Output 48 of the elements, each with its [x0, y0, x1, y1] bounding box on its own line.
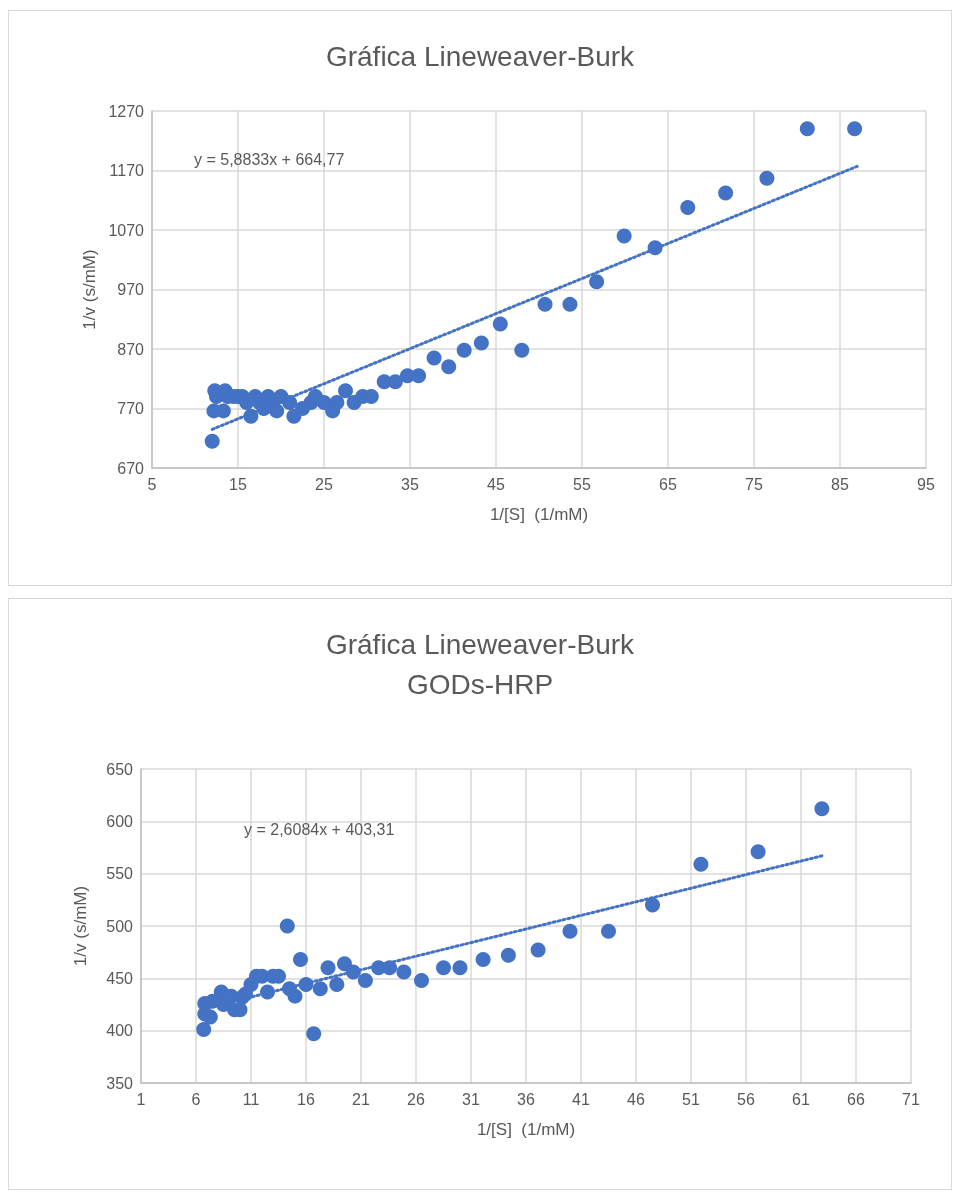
x-tick-label: 31 — [462, 1090, 480, 1108]
x-tick-label: 15 — [229, 475, 247, 493]
x-tick-label: 71 — [902, 1090, 920, 1108]
x-tick-label: 45 — [487, 475, 505, 493]
x-tick-label: 66 — [847, 1090, 865, 1108]
x-tick-label: 11 — [242, 1090, 260, 1108]
x-tick-label: 41 — [572, 1090, 590, 1108]
y-tick-label: 450 — [106, 969, 134, 987]
x-tick-label: 5 — [147, 475, 157, 493]
x-tick-label: 85 — [831, 475, 849, 493]
x-tick-label: 95 — [917, 475, 935, 493]
y-tick-label: 970 — [117, 281, 145, 298]
y-tick-label: 870 — [117, 340, 145, 358]
x-tick-label: 21 — [352, 1090, 370, 1108]
x-tick-label: 61 — [792, 1090, 810, 1108]
x-tick-label: 35 — [401, 475, 419, 493]
y-tick-label: 1170 — [109, 162, 145, 179]
y-tick-label: 770 — [117, 400, 145, 417]
y-tick-label: 350 — [106, 1074, 134, 1092]
x-tick-label: 1 — [136, 1090, 146, 1108]
x-tick-label: 6 — [191, 1090, 201, 1108]
y-axis-title: 1/v (s/mM) — [79, 249, 99, 330]
y-tick-label: 650 — [106, 760, 134, 778]
x-tick-label: 65 — [659, 475, 677, 493]
y-tick-label: 670 — [117, 459, 145, 477]
x-tick-label: 25 — [315, 475, 333, 493]
y-axis-title: 1/v (s/mM) — [71, 885, 90, 967]
y-tick-label: 1270 — [108, 102, 145, 120]
x-tick-label: 46 — [627, 1090, 645, 1108]
annotation: y = 5,8833x + 664,77 — [194, 150, 345, 168]
x-axis-title: 1/[S] (1/mM) — [489, 505, 589, 524]
y-tick-label: 500 — [106, 917, 134, 935]
x-tick-label: 51 — [682, 1090, 700, 1108]
x-tick-label: 55 — [573, 475, 591, 493]
chart-title: Gráfica Lineweaver-Burk — [325, 40, 636, 72]
annotation: y = 2,6084x + 403,31 — [244, 820, 395, 838]
x-tick-label: 75 — [745, 475, 763, 493]
x-tick-label: 36 — [517, 1090, 535, 1108]
x-axis-title: 1/[S] (1/mM) — [476, 1120, 576, 1139]
x-tick-label: 56 — [737, 1090, 755, 1108]
y-tick-label: 550 — [106, 865, 134, 883]
chart-subtitle: GODs-HRP — [406, 668, 554, 700]
y-tick-label: 600 — [106, 812, 134, 830]
x-tick-label: 16 — [297, 1090, 315, 1108]
x-tick-label: 26 — [407, 1090, 425, 1108]
y-tick-label: 1070 — [108, 221, 145, 239]
chart-title: Gráfica Lineweaver-Burk — [325, 628, 636, 660]
y-tick-label: 400 — [106, 1022, 134, 1040]
